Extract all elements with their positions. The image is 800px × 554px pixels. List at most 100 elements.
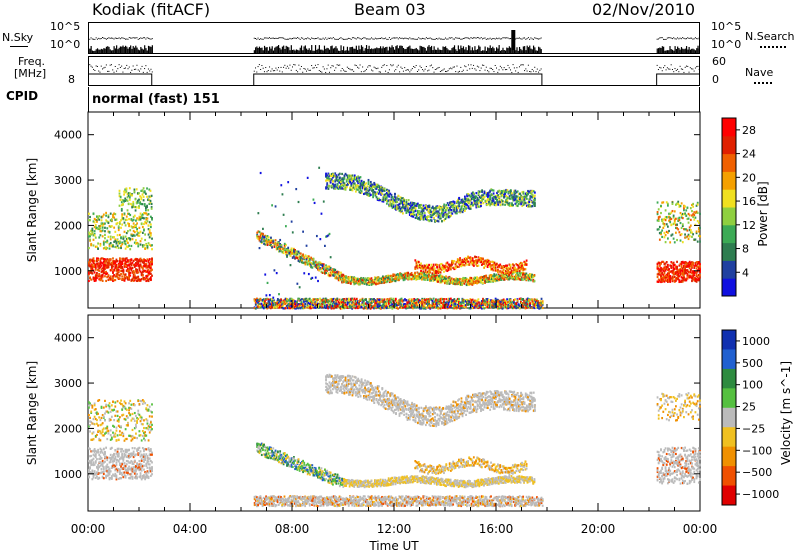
power-echo [377, 198, 380, 202]
noise-search-mark [668, 37, 670, 39]
power-echo [127, 241, 129, 244]
power-echo [489, 195, 492, 198]
power-echo [146, 274, 149, 277]
power-echo [447, 209, 450, 212]
power-echo [121, 269, 124, 272]
power-echo [136, 276, 138, 279]
power-echo [422, 209, 425, 212]
power-echo [341, 275, 344, 278]
power-echo [368, 282, 371, 285]
power-echo [513, 276, 516, 279]
power-echo [140, 189, 143, 193]
noise-sky-mark [423, 46, 425, 53]
noise-search-mark [415, 38, 417, 40]
power-echo [429, 266, 432, 269]
power-echo [298, 260, 301, 263]
power-echo [436, 270, 439, 273]
power-echo [123, 221, 126, 224]
power-echo [422, 207, 425, 210]
power-echo [138, 259, 141, 262]
power-echo [483, 266, 486, 269]
nave-mark [534, 66, 536, 68]
power-echo [128, 224, 130, 228]
power-echo [333, 268, 335, 271]
power-echo [516, 204, 519, 207]
power-echo [520, 271, 523, 275]
power-echo [128, 192, 131, 195]
nave-mark [279, 70, 281, 72]
power-echo [385, 196, 388, 199]
power-echo [418, 263, 421, 267]
noise-sky-mark [434, 49, 436, 53]
noise-sky-mark [663, 46, 665, 53]
power-echo [123, 258, 126, 261]
power-echo [328, 179, 331, 182]
power-echo [259, 240, 262, 243]
power-echo [301, 259, 303, 262]
power-echo [147, 273, 150, 276]
power-echo [509, 264, 512, 267]
power-echo [131, 204, 134, 207]
power-echo [267, 236, 270, 239]
nave-mark [340, 70, 342, 72]
power-echo [480, 190, 482, 193]
power-echo [319, 267, 322, 270]
power-echo [413, 206, 416, 209]
nave-mark [470, 64, 472, 66]
power-echo [92, 244, 95, 247]
noise-sky-mark [277, 45, 280, 53]
noise-search-mark [95, 37, 97, 39]
noise-search-mark [362, 37, 364, 39]
power-echo [130, 225, 133, 228]
power-echo [335, 276, 338, 279]
power-echo [127, 264, 129, 267]
power-echo [266, 238, 269, 241]
noise-search-mark [334, 38, 336, 40]
power-echo [390, 204, 393, 207]
nave-mark [255, 67, 257, 69]
noise-search-mark [312, 37, 314, 39]
power-echo [500, 200, 503, 203]
power-echo [501, 191, 504, 194]
power-echo [139, 216, 142, 219]
power-echo [106, 220, 109, 223]
noise-search-mark [349, 38, 351, 40]
power-echo [370, 279, 373, 283]
power-echo [457, 281, 460, 284]
power-echo [332, 182, 334, 186]
nave-mark [445, 70, 446, 72]
power-echo [134, 198, 137, 201]
noise-sky-mark [456, 50, 458, 53]
power-echo [392, 274, 395, 277]
noise-sky-mark [682, 48, 684, 53]
power-echo [120, 265, 122, 268]
power-echo [365, 192, 368, 195]
power-echo [468, 279, 470, 282]
power-echo [137, 259, 140, 262]
power-echo [416, 271, 419, 274]
power-echo [488, 198, 490, 201]
power-echo [500, 194, 503, 197]
power-echo [94, 218, 97, 221]
power-echo [88, 231, 90, 234]
power-echo [500, 274, 503, 277]
power-echo [334, 273, 337, 276]
power-echo [357, 184, 360, 188]
power-echo [94, 278, 97, 281]
nave-mark [288, 67, 290, 69]
noise-sky-mark [99, 49, 101, 53]
power-echo [100, 270, 103, 274]
power-echo [325, 179, 327, 182]
power-echo [314, 261, 317, 264]
noise-search-mark [478, 37, 480, 39]
noise-search-mark [698, 37, 700, 39]
nave-mark [321, 71, 323, 73]
noise-sky-mark [354, 48, 356, 53]
power-echo [509, 197, 512, 200]
power-echo [372, 196, 374, 199]
noise-search-mark [285, 38, 287, 40]
noise-sky-mark [322, 50, 324, 53]
power-echo [328, 265, 331, 268]
nave-mark [513, 67, 515, 69]
freq-label: Freq. [18, 55, 46, 68]
